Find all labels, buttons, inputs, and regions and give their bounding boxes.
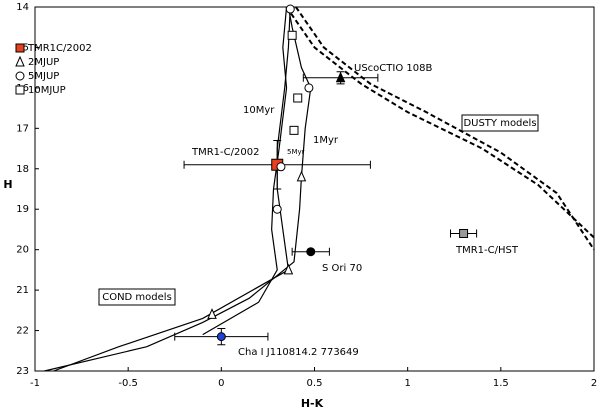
circle-marker — [216, 332, 226, 342]
annotation-box — [461, 114, 539, 132]
x-tick-label: 2 — [591, 378, 597, 389]
y-tick-label: 21 — [16, 285, 29, 296]
dusty-model-line — [285, 6, 595, 239]
annotation: 1Myr — [313, 135, 339, 146]
circle-marker — [304, 83, 314, 93]
object-label: Cha I J110814.2 773649 — [238, 347, 359, 358]
object-label: TMR1-C/HST — [455, 245, 519, 256]
y-tick-label: 17 — [16, 123, 29, 134]
annotation-box — [98, 288, 176, 306]
triangle-marker — [335, 71, 346, 83]
x-axis-label: H-K — [301, 397, 324, 410]
y-tick-label: 20 — [16, 245, 29, 256]
cond-model-line — [53, 6, 291, 372]
box-label: COND models — [102, 292, 172, 303]
circle-marker — [272, 204, 282, 214]
square-marker — [289, 125, 299, 135]
y-tick-label: 18 — [16, 164, 29, 175]
y-tick-label: 14 — [16, 2, 29, 13]
x-tick-label: -0.5 — [118, 378, 138, 389]
legend-label: 10MJUP — [28, 85, 66, 96]
triangle-marker — [207, 308, 217, 319]
cond-model-line — [202, 6, 288, 336]
annotation: TMR1-C/2002 — [191, 147, 259, 158]
x-tick-label: 0.5 — [307, 378, 323, 389]
y-tick-label: 19 — [16, 204, 29, 215]
square-marker — [459, 228, 469, 238]
x-tick-label: -1 — [30, 378, 40, 389]
legend-marker — [15, 71, 25, 81]
legend-marker — [15, 55, 25, 67]
circle-marker — [306, 247, 316, 257]
triangle-marker — [283, 263, 294, 275]
legend-label: 5MJUP — [28, 71, 59, 82]
y-tick-label: 22 — [16, 326, 29, 337]
annotation: 5Myr — [287, 148, 305, 156]
triangle-marker — [296, 170, 307, 182]
circle-marker — [276, 162, 286, 172]
object-label: UScoCTIO 108B — [354, 63, 432, 74]
legend-marker — [15, 43, 25, 53]
legend-label: 2MJUP — [28, 57, 59, 68]
x-tick-label: 1.5 — [493, 378, 509, 389]
object-label: S Ori 70 — [322, 263, 362, 274]
x-tick-label: 1 — [404, 378, 410, 389]
y-axis-label: H — [3, 178, 12, 191]
legend-label: TMR1C/2002 — [27, 43, 92, 54]
box-label: DUSTY models — [463, 118, 536, 129]
square-marker — [287, 30, 297, 40]
dusty-model-line — [295, 6, 595, 251]
cond-model-line — [44, 6, 312, 372]
x-tick-label: 0 — [218, 378, 224, 389]
square-marker — [293, 93, 303, 103]
circle-marker — [285, 4, 295, 14]
plot-frame — [34, 6, 595, 372]
annotation: 10Myr — [243, 105, 275, 116]
y-tick-label: 23 — [16, 366, 29, 377]
legend-marker — [15, 85, 25, 95]
